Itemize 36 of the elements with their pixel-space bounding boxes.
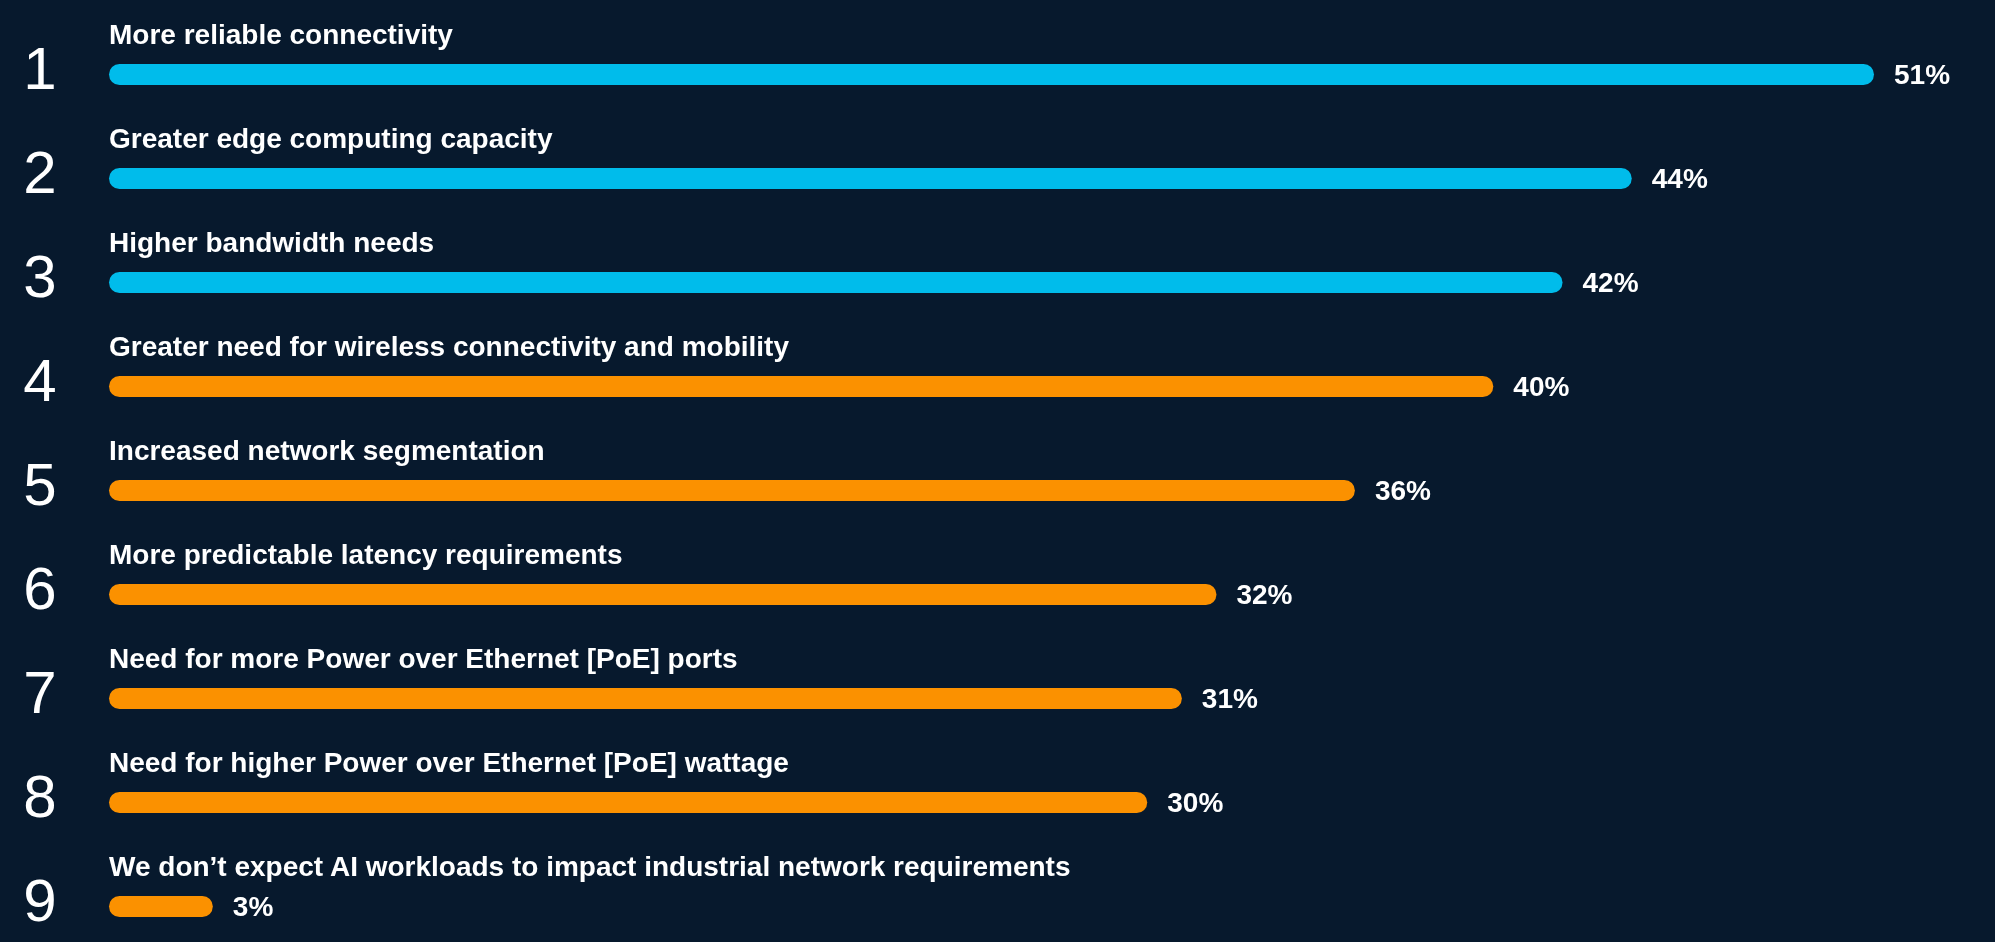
y-tick-label: Higher bandwidth needs xyxy=(109,227,435,258)
data-label: 3% xyxy=(232,891,274,922)
data-label: 51% xyxy=(1894,59,1951,90)
data-label: 40% xyxy=(1513,371,1570,402)
data-label: 31% xyxy=(1201,683,1258,714)
text: 7 xyxy=(23,658,57,726)
bar xyxy=(109,168,1632,189)
y-tick-label: More predictable latency requirements xyxy=(109,539,623,570)
text: 2 xyxy=(23,138,57,206)
y-tick-label: We don’t expect AI workloads to impact industrial network requirements xyxy=(109,851,1071,882)
text: 3 xyxy=(23,242,57,310)
text: 1 xyxy=(23,34,57,102)
bar xyxy=(109,896,213,917)
text: 4 xyxy=(23,346,57,414)
text: 6 xyxy=(23,554,57,622)
y-tick-label: Greater need for wireless connectivity and mobility xyxy=(109,331,790,362)
data-label: 36% xyxy=(1374,475,1432,506)
bar xyxy=(109,272,1563,293)
text: 8 xyxy=(23,762,57,830)
data-label: 42% xyxy=(1582,267,1639,298)
bar xyxy=(109,480,1355,501)
bar xyxy=(109,64,1874,85)
data-label: 32% xyxy=(1236,579,1293,610)
bar xyxy=(109,688,1182,709)
data-label: 44% xyxy=(1651,163,1708,194)
bar xyxy=(109,792,1148,813)
bar xyxy=(109,376,1494,397)
bar xyxy=(109,584,1217,605)
data-label: 30% xyxy=(1167,787,1224,818)
y-tick-label: Need for higher Power over Ethernet [PoE] wattage xyxy=(109,747,789,778)
y-tick-label: Increased network segmentation xyxy=(109,435,545,466)
text: 5 xyxy=(23,450,57,518)
text: 9 xyxy=(23,866,57,934)
y-tick-label: Need for more Power over Ethernet [PoE] ports xyxy=(109,643,738,674)
y-tick-label: Greater edge computing capacity xyxy=(109,123,553,154)
y-tick-label: More reliable connectivity xyxy=(109,19,454,50)
